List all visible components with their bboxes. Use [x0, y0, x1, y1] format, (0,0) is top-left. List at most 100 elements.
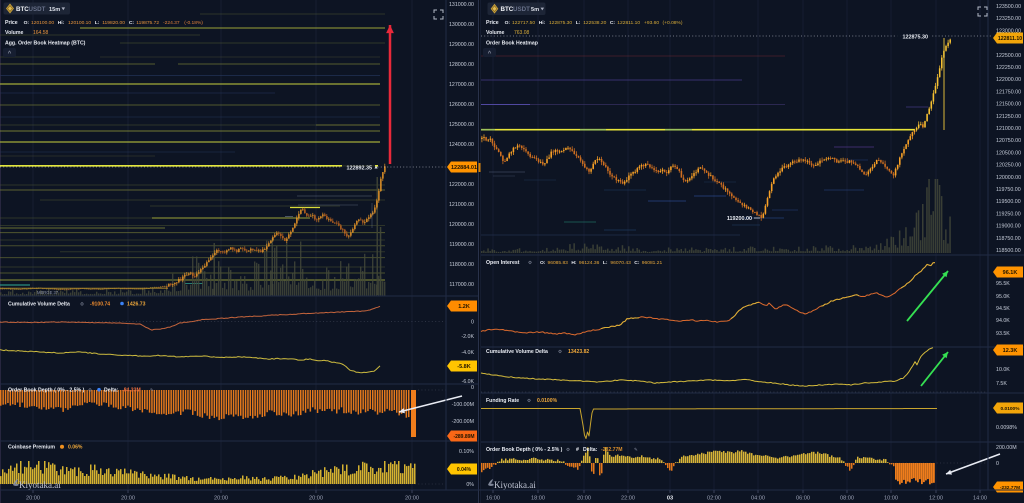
svg-text:118750.00: 118750.00 — [996, 236, 1021, 242]
svg-text:0.04%: 0.04% — [457, 467, 472, 473]
svg-text:Order Book Depth ( 0% - 2.5% ): Order Book Depth ( 0% - 2.5% ) — [8, 388, 85, 394]
svg-text:20:00: 20:00 — [26, 496, 40, 502]
svg-text:16:00: 16:00 — [486, 496, 500, 502]
svg-text:122884.01: 122884.01 — [451, 165, 477, 171]
svg-text:95.5K: 95.5K — [996, 281, 1010, 287]
svg-text:120750.00: 120750.00 — [996, 138, 1021, 144]
svg-text:7.5K: 7.5K — [996, 381, 1007, 387]
svg-text:0.0100%: 0.0100% — [537, 398, 558, 404]
svg-text:119000.00: 119000.00 — [996, 224, 1021, 230]
svg-text:119250.00: 119250.00 — [996, 211, 1021, 217]
svg-text:122250.00: 122250.00 — [996, 65, 1021, 71]
svg-text:122892.35: 122892.35 — [347, 166, 372, 172]
svg-text:121750.00: 121750.00 — [996, 89, 1021, 95]
svg-text:122500.00: 122500.00 — [996, 53, 1021, 59]
svg-text:-84.33M: -84.33M — [122, 388, 141, 394]
svg-text:1.2K: 1.2K — [458, 304, 470, 310]
svg-text:BTC: BTC — [501, 6, 514, 13]
svg-text:⚙: ⚙ — [88, 388, 93, 393]
svg-text:22:00: 22:00 — [621, 496, 635, 502]
svg-text:117000.00: 117000.00 — [449, 282, 474, 288]
svg-text:12:00: 12:00 — [929, 496, 943, 502]
svg-text:Kiyotaka.ai: Kiyotaka.ai — [494, 480, 536, 490]
svg-text:119500.00: 119500.00 — [996, 199, 1021, 205]
svg-text:⚙: ⚙ — [528, 260, 533, 265]
svg-text:10:00: 10:00 — [884, 496, 898, 502]
svg-text:Price: Price — [486, 20, 499, 26]
svg-text:1426.73: 1426.73 — [127, 302, 146, 308]
svg-text:763.08: 763.08 — [514, 30, 530, 36]
svg-text:120000.00: 120000.00 — [996, 175, 1021, 181]
svg-text:127000.00: 127000.00 — [449, 82, 474, 88]
svg-text:0: 0 — [471, 385, 474, 391]
svg-text:C:: C: — [610, 20, 616, 26]
svg-text:-9100.74: -9100.74 — [90, 302, 110, 308]
svg-text:12.3K: 12.3K — [1003, 348, 1018, 354]
svg-text:Order Book Heatmap: Order Book Heatmap — [486, 41, 538, 47]
svg-text:-232.77M: -232.77M — [601, 447, 623, 453]
svg-text:⚙: ⚙ — [527, 398, 532, 403]
svg-text:121250.00: 121250.00 — [996, 114, 1021, 120]
svg-text:118000.00: 118000.00 — [449, 262, 474, 268]
svg-text:94.0K: 94.0K — [996, 318, 1010, 324]
svg-text:0.0100%: 0.0100% — [1001, 406, 1021, 412]
svg-text:121500.00: 121500.00 — [996, 102, 1021, 108]
svg-text:96070.43: 96070.43 — [610, 260, 631, 266]
svg-text:20:00: 20:00 — [577, 496, 591, 502]
svg-text:0: 0 — [471, 320, 474, 326]
svg-text:93.5K: 93.5K — [996, 331, 1010, 337]
svg-text:122875.30: 122875.30 — [903, 35, 928, 41]
svg-text:03: 03 — [667, 496, 673, 502]
svg-text:15m: 15m — [49, 7, 60, 13]
svg-text:0%: 0% — [466, 482, 474, 488]
svg-text:L:: L: — [603, 260, 608, 266]
svg-text:125000.00: 125000.00 — [449, 122, 474, 128]
svg-text:USDT: USDT — [513, 6, 530, 13]
svg-text:121000.00: 121000.00 — [449, 202, 474, 208]
svg-text:120100.00: 120100.00 — [31, 20, 54, 26]
svg-text:MERGE 37: MERGE 37 — [37, 290, 59, 295]
svg-text:Open Interest: Open Interest — [486, 260, 520, 266]
svg-text:122000.00: 122000.00 — [996, 77, 1021, 83]
svg-text:-232.77M: -232.77M — [1000, 485, 1020, 491]
svg-text:122811.10: 122811.10 — [617, 20, 640, 26]
svg-text:118500.00: 118500.00 — [996, 248, 1021, 254]
svg-text:122538.20: 122538.20 — [583, 20, 606, 26]
svg-text:Hi:: Hi: — [58, 20, 65, 26]
svg-text:C:: C: — [129, 20, 135, 26]
svg-text:123500.00: 123500.00 — [996, 4, 1021, 10]
svg-text:122811.10: 122811.10 — [998, 36, 1022, 42]
svg-text:200.00M: 200.00M — [996, 445, 1017, 451]
svg-text:-224.37: -224.37 — [163, 20, 180, 26]
svg-text:Kiyotaka.ai: Kiyotaka.ai — [19, 480, 61, 490]
svg-text:123250.00: 123250.00 — [996, 16, 1021, 22]
svg-text:C:: C: — [634, 260, 640, 266]
svg-text:✎: ✎ — [150, 388, 154, 393]
svg-text:120100.10: 120100.10 — [68, 20, 91, 26]
svg-text:#: # — [576, 447, 579, 453]
svg-text:96124.36: 96124.36 — [579, 260, 600, 266]
svg-text:-100.00M: -100.00M — [452, 402, 474, 408]
svg-text:Cumulative Volume Delta: Cumulative Volume Delta — [486, 349, 548, 355]
svg-text:Order Book Depth ( 0% - 2.5% ): Order Book Depth ( 0% - 2.5% ) — [486, 447, 563, 453]
svg-text:126000.00: 126000.00 — [449, 102, 474, 108]
svg-text:Price: Price — [5, 20, 18, 26]
svg-text:H:: H: — [571, 260, 577, 266]
svg-text:119200.00: 119200.00 — [727, 216, 752, 222]
svg-text:122717.50: 122717.50 — [512, 20, 535, 26]
svg-text:119000.00: 119000.00 — [449, 242, 474, 248]
svg-text:+93.60: +93.60 — [644, 20, 659, 26]
svg-text:122875.30: 122875.30 — [549, 20, 572, 26]
svg-text:Delta:: Delta: — [583, 447, 598, 453]
svg-text:20:00: 20:00 — [309, 496, 323, 502]
svg-text:96085.83: 96085.83 — [548, 260, 569, 266]
svg-text:95.0K: 95.0K — [996, 294, 1010, 300]
svg-text:Delta:: Delta: — [104, 388, 119, 394]
svg-text:O:: O: — [540, 260, 546, 266]
svg-text:L:: L: — [95, 20, 100, 26]
svg-text:Volume: Volume — [5, 30, 23, 36]
svg-text:124000.00: 124000.00 — [449, 142, 474, 148]
svg-text:-2.0K: -2.0K — [461, 334, 474, 340]
svg-text:119750.00: 119750.00 — [996, 187, 1021, 193]
svg-text:96.1K: 96.1K — [1003, 270, 1018, 276]
